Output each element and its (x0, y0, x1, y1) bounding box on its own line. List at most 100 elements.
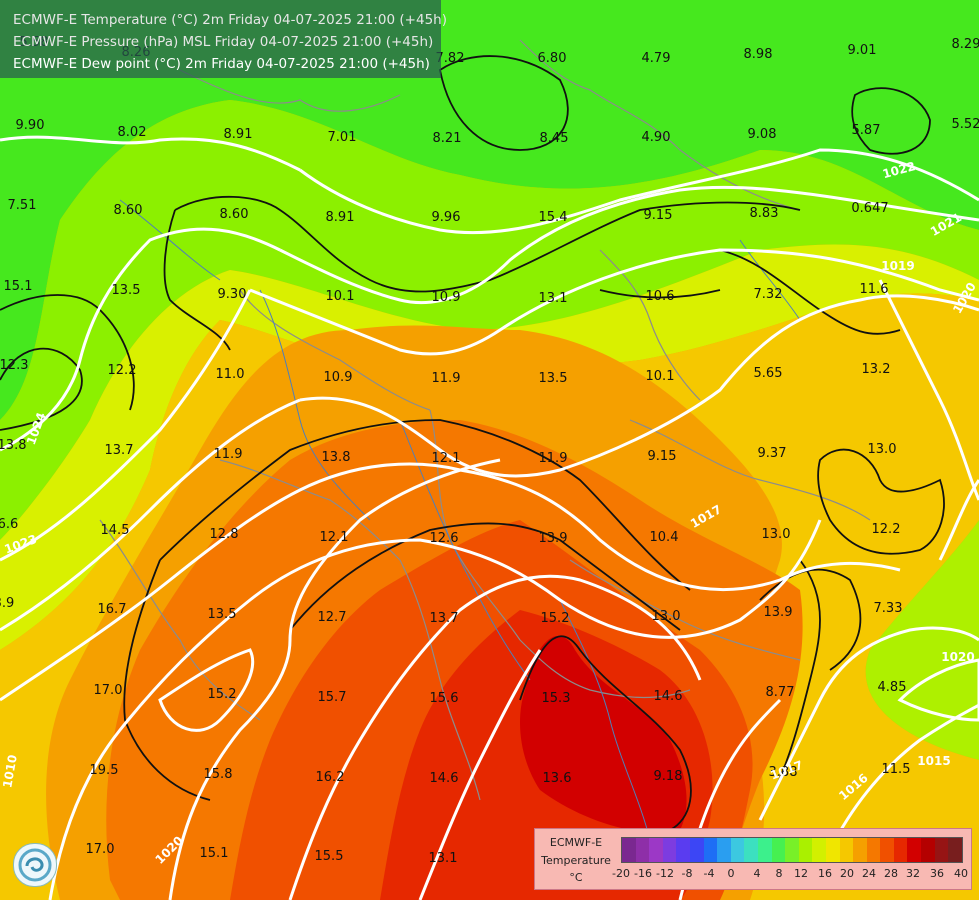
legend-swatch (703, 838, 718, 862)
legend-swatch (730, 838, 745, 862)
legend-model-label: ECMWF-E (549, 836, 603, 849)
legend-swatch (907, 838, 922, 862)
legend-tick-label: -20 (612, 867, 630, 880)
dewpoint-value-label: 13.1 (429, 851, 458, 866)
dewpoint-value-label: 11.5 (882, 762, 911, 777)
dewpoint-value-label: 15.7 (318, 690, 347, 705)
dewpoint-value-label: 12.6 (430, 531, 459, 546)
dewpoint-value-label: 8.91 (326, 210, 355, 225)
legend-swatch (689, 838, 704, 862)
dewpoint-value-label: 15.3 (542, 691, 571, 706)
header-dewpoint-line: ECMWF-E Dew point (°C) 2m Friday 04-07-2… (13, 56, 430, 72)
legend-swatch (649, 838, 663, 862)
legend-tick-label: -16 (634, 867, 652, 880)
dewpoint-value-label: 13.8 (0, 438, 26, 453)
dewpoint-value-label: 9.30 (218, 287, 247, 302)
legend-tick-label: -12 (656, 867, 674, 880)
legend-swatch (948, 838, 962, 862)
dewpoint-value-label: 12.2 (872, 522, 901, 537)
dewpoint-value-label: 9.37 (758, 446, 787, 461)
dewpoint-value-label: 7.82 (436, 51, 465, 66)
dewpoint-value-label: 8.91 (224, 127, 253, 142)
legend-swatch (744, 838, 758, 862)
isobar-label: 1020 (941, 650, 974, 664)
dewpoint-value-label: 11.6 (860, 282, 889, 297)
dewpoint-value-label: 8.60 (220, 207, 249, 222)
legend-color-bar (621, 837, 963, 863)
provider-logo-icon (13, 843, 57, 887)
dewpoint-value-label: 13.7 (105, 443, 134, 458)
dewpoint-value-label: 9.08 (748, 127, 777, 142)
legend-swatch (798, 838, 813, 862)
dewpoint-value-label: 14.6 (430, 771, 459, 786)
dewpoint-value-label: 11.9 (539, 451, 568, 466)
isobar-label: 1010 (0, 754, 20, 789)
legend-swatch (662, 838, 677, 862)
dewpoint-value-label: 8.77 (766, 685, 795, 700)
legend-swatch (785, 838, 799, 862)
legend-swatch (635, 838, 650, 862)
dewpoint-value-label: 12.7 (318, 610, 347, 625)
dewpoint-value-label: 15.5 (315, 849, 344, 864)
rivers (119, 199, 801, 841)
dewpoint-value-label: 0.647 (851, 201, 888, 216)
dewpoint-value-label: 13.5 (539, 371, 568, 386)
temp-band-lime-east (865, 520, 979, 760)
dewpoint-value-label: 15.1 (200, 846, 229, 861)
dewpoint-value-label: 5.65 (754, 366, 783, 381)
legend-tick-label: 4 (753, 867, 761, 880)
dewpoint-value-label: 13.9 (539, 531, 568, 546)
dewpoint-value-label: 4.79 (642, 51, 671, 66)
legend-ticks: -20 -16 -12 -8 -4 0 4 8 12 16 20 24 28 32 36 40 (612, 867, 968, 881)
legend-swatch (676, 838, 690, 862)
legend-tick-label: 36 (930, 867, 944, 880)
dewpoint-value-label: 15.1 (4, 279, 33, 294)
dewpoint-value-label: 10.1 (326, 289, 355, 304)
dewpoint-value-label: 8.29 (952, 37, 979, 52)
dewpoint-value-label: 8.98 (744, 47, 773, 62)
dewpoint-value-label: 7.51 (8, 198, 37, 213)
isobar-label: 1015 (917, 754, 950, 768)
legend-swatch (812, 838, 826, 862)
legend-tick-label: 28 (884, 867, 898, 880)
dewpoint-value-label: 7.01 (328, 130, 357, 145)
dewpoint-value-label: 8.83 (750, 206, 779, 221)
dewpoint-value-label: 12.3 (0, 358, 28, 373)
dewpoint-value-label: 13.0 (762, 527, 791, 542)
dewpoint-value-label: 19.5 (90, 763, 119, 778)
legend-variable-label: Temperature (541, 854, 611, 867)
header-temperature-line: ECMWF-E Temperature (°C) 2m Friday 04-07… (13, 12, 447, 28)
dewpoint-value-label: 3.88 (769, 765, 798, 780)
country-borders (99, 39, 871, 801)
dewpoint-value-label: 10.9 (324, 370, 353, 385)
legend-tick-label: 0 (727, 867, 735, 880)
dewpoint-value-label: 7.32 (754, 287, 783, 302)
legend-tick-label: 32 (906, 867, 920, 880)
legend-tick-label: 40 (954, 867, 968, 880)
legend-tick-label: 12 (794, 867, 808, 880)
header-pressure-line: ECMWF-E Pressure (hPa) MSL Friday 04-07-… (13, 34, 434, 50)
legend-tick-label: 16 (818, 867, 832, 880)
dewpoint-value-label: 12.1 (320, 530, 349, 545)
legend-tick-label: -8 (681, 867, 693, 880)
dewpoint-value-label: 9.90 (16, 118, 45, 133)
legend-swatch (921, 838, 935, 862)
dewpoint-value-label: 9.96 (432, 210, 461, 225)
temp-band-red-hot (520, 635, 687, 833)
dewpoint-value-label: 15.6 (430, 691, 459, 706)
dewpoint-value-label: 4.90 (642, 130, 671, 145)
dewpoint-value-label: 17.0 (86, 842, 115, 857)
legend-swatch (853, 838, 867, 862)
legend-swatch (622, 838, 636, 862)
dewpoint-value-label: 13.0 (868, 442, 897, 457)
dewpoint-value-label: 13.5 (112, 283, 141, 298)
dewpoint-value-label: 9.01 (848, 43, 877, 58)
dewpoint-value-label: 13.8 (322, 450, 351, 465)
dewpoint-value-label: 8.02 (118, 125, 147, 140)
dewpoint-value-label: 7.33 (874, 601, 903, 616)
legend-swatch (771, 838, 786, 862)
dewpoint-value-label: 13.6 (543, 771, 572, 786)
dewpoint-value-label: 8.45 (540, 131, 569, 146)
dewpoint-value-label: 12.2 (108, 363, 137, 378)
